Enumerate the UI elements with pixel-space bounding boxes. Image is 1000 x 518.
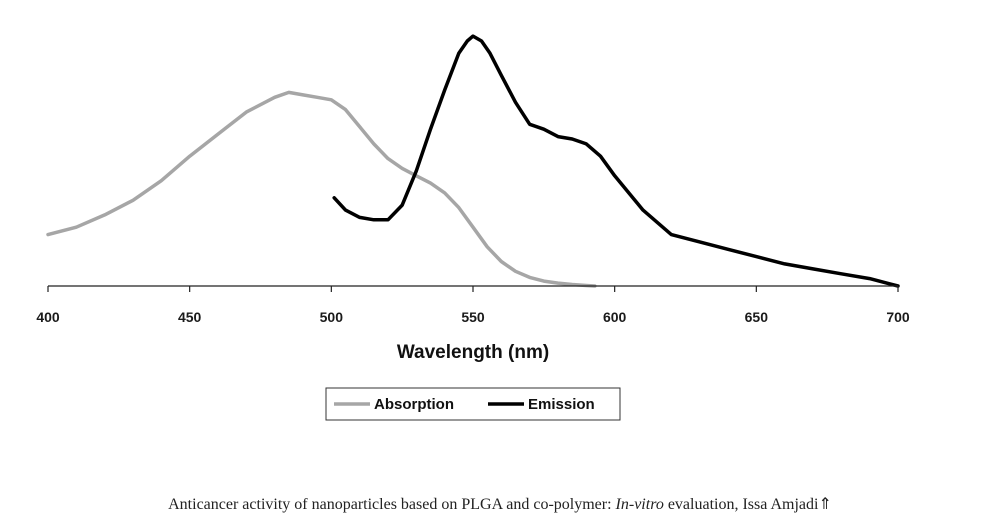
- x-tick-label: 700: [886, 309, 910, 325]
- x-axis-title: Wavelength (nm): [397, 342, 549, 363]
- x-tick-label: 500: [320, 309, 344, 325]
- series-line-emission: [332, 34, 900, 288]
- plot-area: [46, 34, 900, 288]
- x-tick-label: 550: [461, 309, 485, 325]
- legend: Absorption Emission: [325, 387, 621, 421]
- caption-text-start: Anticancer activity of nanoparticles bas…: [168, 496, 616, 513]
- legend-label-emission: Emission: [528, 396, 595, 413]
- x-tick-label: 650: [745, 309, 769, 325]
- x-tick-label: 400: [36, 309, 60, 325]
- legend-label-absorption: Absorption: [374, 396, 454, 413]
- figure-caption: Anticancer activity of nanoparticles bas…: [0, 494, 1000, 514]
- x-axis: 400 450 500 550 600 650 700: [36, 285, 910, 325]
- caption-text-end: evaluation, Issa Amjadi⇑: [663, 496, 832, 513]
- legend-box: [325, 387, 621, 421]
- x-tick-label: 600: [603, 309, 627, 325]
- x-tick-label: 450: [178, 309, 202, 325]
- series-line-absorption: [46, 90, 597, 288]
- emission-absorption-chart: 400 450 500 550 600 650 700 Wavelength (nm) Ab…: [36, 34, 910, 421]
- caption-text-italic: In-vitro: [615, 496, 664, 513]
